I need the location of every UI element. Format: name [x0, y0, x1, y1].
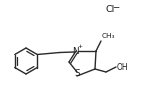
- Text: S: S: [74, 70, 80, 78]
- Text: OH: OH: [117, 64, 129, 72]
- Text: N: N: [72, 46, 78, 56]
- Text: Cl: Cl: [105, 5, 115, 13]
- Text: −: −: [112, 3, 120, 11]
- Text: CH₃: CH₃: [102, 33, 116, 39]
- Text: +: +: [77, 44, 82, 50]
